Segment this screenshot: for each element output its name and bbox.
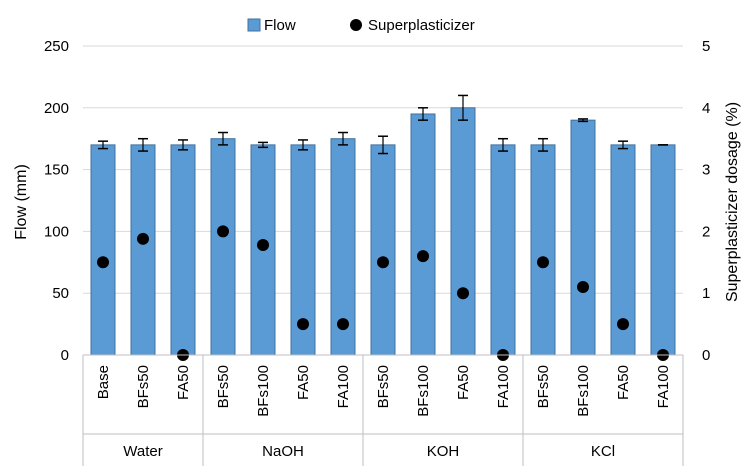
y-right-tick-label: 5	[702, 38, 710, 55]
y-left-tick-label: 100	[44, 223, 69, 240]
superplasticizer-dot	[577, 281, 589, 294]
y-left-tick-label: 250	[44, 38, 69, 55]
legend-flow-swatch	[247, 18, 261, 32]
flow-error-bar	[498, 137, 508, 152]
x-category-label: FA100	[495, 365, 512, 408]
flow-error-bar	[338, 131, 348, 146]
x-group-label: NaOH	[262, 443, 304, 460]
superplasticizer-dot	[537, 256, 549, 269]
superplasticizer-dot	[417, 250, 429, 263]
flow-error-bar	[178, 139, 188, 151]
flow-error-bar	[378, 135, 388, 155]
x-category-label: BFs50	[215, 365, 232, 408]
superplasticizer-dot	[457, 287, 469, 300]
flow-error-bar	[538, 137, 548, 152]
legend-flow-label: Flow	[264, 17, 296, 34]
flow-error-bar	[218, 131, 228, 146]
flow-bar	[170, 144, 196, 356]
legend-superplasticizer-dot	[350, 19, 362, 31]
x-category-label: BFs100	[255, 365, 272, 417]
flow-bar	[410, 113, 436, 356]
y-right-tick-label: 2	[702, 223, 710, 240]
x-category-label: FA50	[295, 365, 312, 400]
flow-error-bar	[258, 141, 268, 149]
x-category-label: Base	[95, 365, 112, 399]
flow-bar	[450, 107, 476, 356]
x-category-label: BFs100	[415, 365, 432, 417]
flow-bar	[90, 144, 116, 356]
legend: Flow Superplasticizer	[247, 17, 475, 34]
x-group-label: KCl	[591, 443, 615, 460]
flow-error-bar	[458, 94, 468, 121]
flow-error-bar	[618, 140, 628, 150]
x-category-label: BFs100	[575, 365, 592, 417]
x-category-label: FA100	[335, 365, 352, 408]
superplasticizer-dot	[297, 318, 309, 331]
flow-bar	[210, 138, 236, 356]
y-right-tick-label: 0	[702, 347, 710, 364]
x-axis: Base BFs50 FA50 BFs50 BFs100 FA50 FA100 BFs50 BF…	[82, 354, 684, 466]
superplasticizer-dot	[137, 232, 149, 245]
y-right-tick-label: 1	[702, 285, 710, 302]
flow-bar	[530, 144, 556, 356]
flow-error-bar	[98, 140, 108, 150]
flow-bar	[370, 144, 396, 356]
x-group-label: KOH	[427, 443, 460, 460]
y-left-tick-labels: 0 50 100 150 200 250	[44, 38, 69, 364]
y-left-axis-title: Flow (mm)	[13, 164, 30, 240]
x-category-label: BFs50	[375, 365, 392, 408]
y-left-tick-label: 50	[52, 285, 69, 302]
x-category-label: BFs50	[135, 365, 152, 408]
y-right-tick-labels: 0 1 2 3 4 5	[702, 38, 710, 364]
superplasticizer-dot	[257, 238, 269, 251]
flow-bar	[650, 144, 676, 356]
superplasticizer-dot	[377, 256, 389, 269]
x-group-label: Water	[123, 443, 162, 460]
flow-bar	[490, 144, 516, 356]
superplasticizer-dot	[217, 225, 229, 238]
flow-bar	[130, 144, 156, 356]
y-right-axis-title: Superplasticizer dosage (%)	[724, 102, 741, 302]
flow-error-bars	[98, 94, 668, 155]
y-left-tick-label: 200	[44, 100, 69, 117]
flow-error-bar	[298, 139, 308, 151]
x-category-label: FA100	[655, 365, 672, 408]
legend-superplasticizer-label: Superplasticizer	[368, 17, 475, 34]
y-right-tick-label: 3	[702, 162, 710, 179]
y-left-tick-label: 150	[44, 162, 69, 179]
superplasticizer-dots	[97, 225, 669, 361]
x-category-label: FA50	[615, 365, 632, 400]
flow-error-bar	[418, 107, 428, 121]
superplasticizer-dot	[617, 318, 629, 331]
x-category-label: BFs50	[535, 365, 552, 408]
x-category-label: FA50	[455, 365, 472, 400]
flow-bars	[90, 107, 676, 356]
flow-bar	[570, 119, 596, 356]
y-right-tick-label: 4	[702, 100, 710, 117]
superplasticizer-dot	[337, 318, 349, 331]
flow-error-bar	[578, 118, 588, 123]
flow-error-bar	[138, 137, 148, 152]
x-category-label: FA50	[175, 365, 192, 400]
y-left-tick-label: 0	[61, 347, 69, 364]
superplasticizer-dot	[97, 256, 109, 269]
